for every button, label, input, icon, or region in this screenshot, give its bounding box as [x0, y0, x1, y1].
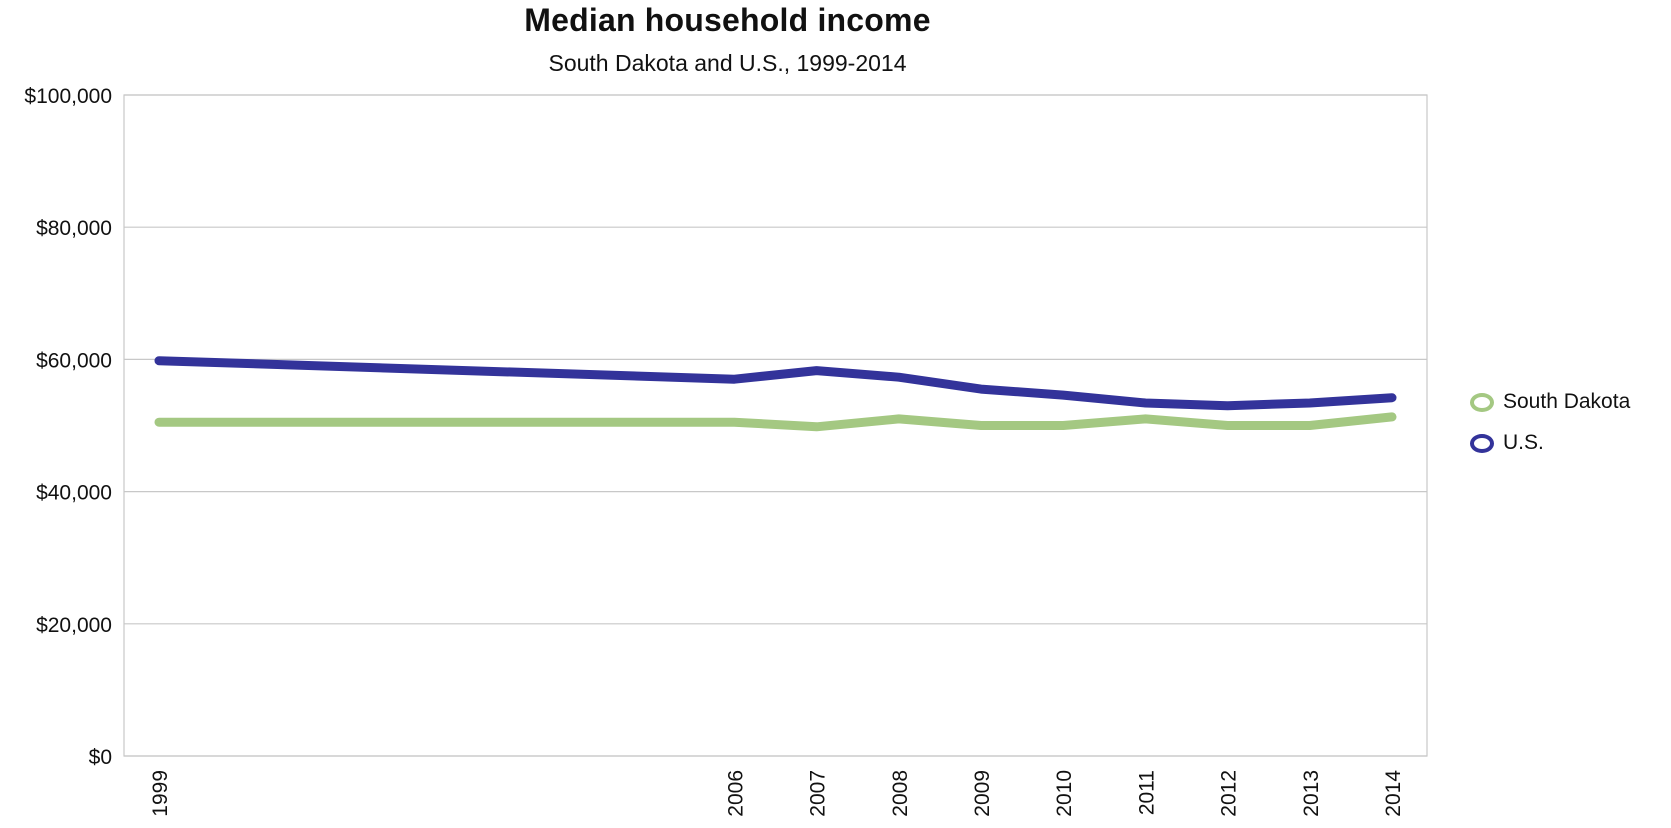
x-tick-label: 2007 — [807, 770, 830, 817]
plot-border — [123, 94, 1428, 757]
data-point — [898, 376, 900, 378]
data-point — [158, 360, 160, 362]
data-point — [1391, 397, 1393, 399]
x-tick-label: 2014 — [1382, 770, 1405, 817]
data-point — [733, 378, 735, 380]
series-line-south-dakota[interactable] — [154, 412, 1397, 432]
y-tick-label: $20,000 — [36, 614, 112, 637]
chart-subtitle: South Dakota and U.S., 1999-2014 — [548, 50, 907, 76]
y-tick-label: $40,000 — [36, 482, 112, 505]
y-tick-labels: $0 $20,000 $40,000 $60,000 $80,000 $100,000 — [24, 85, 112, 769]
data-point — [1227, 405, 1229, 407]
legend-marker-icon — [1470, 433, 1494, 453]
series-line-u-s[interactable] — [154, 356, 1397, 411]
x-tick-label: 1999 — [149, 770, 172, 817]
x-tick-label: 2013 — [1300, 770, 1323, 817]
series-lines — [154, 356, 1397, 432]
y-tick-label: $80,000 — [36, 217, 112, 240]
data-point — [1309, 425, 1311, 426]
data-point — [733, 421, 735, 423]
data-point — [1062, 425, 1064, 426]
x-tick-label: 2006 — [724, 770, 747, 817]
x-tick-label: 2011 — [1135, 770, 1158, 815]
data-point — [1144, 418, 1146, 420]
data-point — [816, 426, 818, 428]
legend: South Dakota U.S. — [1470, 386, 1630, 468]
y-tick-label: $100,000 — [24, 85, 112, 108]
x-tick-label: 2010 — [1053, 770, 1076, 817]
data-point — [1391, 416, 1393, 418]
data-point — [1309, 402, 1311, 404]
data-point — [898, 418, 900, 420]
data-point — [158, 421, 160, 423]
data-point — [980, 425, 982, 426]
data-point — [1227, 425, 1229, 426]
data-point — [980, 388, 982, 390]
x-tick-labels: 1999 2006 2007 2008 2009 2010 2011 2012 2013 2014 — [149, 770, 1405, 817]
data-point — [816, 370, 818, 372]
legend-label: South Dakota — [1503, 390, 1631, 413]
data-point — [1144, 402, 1146, 404]
legend-marker-icon — [1470, 392, 1494, 412]
x-tick-label: 2012 — [1218, 770, 1241, 817]
x-tick-label: 2009 — [971, 770, 994, 817]
x-tick-label: 2008 — [889, 770, 912, 817]
legend-item-south-dakota[interactable]: South Dakota — [1470, 386, 1630, 418]
data-point — [1062, 394, 1064, 396]
legend-item-us[interactable]: U.S. — [1470, 427, 1630, 459]
chart-title: Median household income — [524, 2, 931, 38]
y-tick-label: $0 — [89, 746, 112, 769]
legend-label: U.S. — [1503, 431, 1544, 454]
y-tick-label: $60,000 — [36, 349, 112, 372]
axes — [123, 94, 1428, 757]
